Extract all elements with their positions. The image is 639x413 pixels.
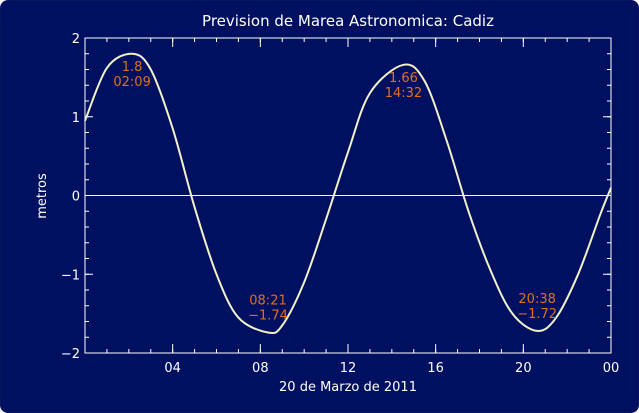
x-tick-label: 12: [340, 361, 357, 376]
y-axis-label: metros: [35, 173, 50, 219]
x-tick-label: 04: [164, 361, 181, 376]
extremum-label: −1.74: [248, 309, 288, 324]
x-axis-label: 20 de Marzo de 2011: [279, 380, 417, 395]
y-tick-label: 2: [72, 32, 80, 47]
y-tick-label: 0: [72, 190, 80, 205]
y-tick-label: −2: [61, 347, 80, 362]
extremum-label: 1.66: [389, 71, 418, 86]
tick-labels: 2 1 0 −1 −2 04 08 12 16 20 00: [61, 32, 619, 376]
extremum-label: 02:09: [113, 75, 150, 90]
x-tick-label: 20: [515, 361, 532, 376]
x-tick-label: 08: [252, 361, 269, 376]
x-tick-label: 00: [603, 361, 620, 376]
extremum-label: −1.72: [517, 307, 557, 322]
extremum-label: 08:21: [249, 294, 286, 309]
extremum-label: 20:38: [518, 292, 555, 307]
x-tick-label: 16: [427, 361, 444, 376]
y-tick-label: −1: [61, 268, 80, 283]
y-tick-label: 1: [72, 111, 80, 126]
chart-title: Prevision de Marea Astronomica: Cadiz: [202, 12, 494, 30]
extremum-label: 14:32: [385, 86, 422, 101]
tide-curve: [84, 52, 612, 335]
extremum-label: 1.8: [122, 60, 143, 75]
